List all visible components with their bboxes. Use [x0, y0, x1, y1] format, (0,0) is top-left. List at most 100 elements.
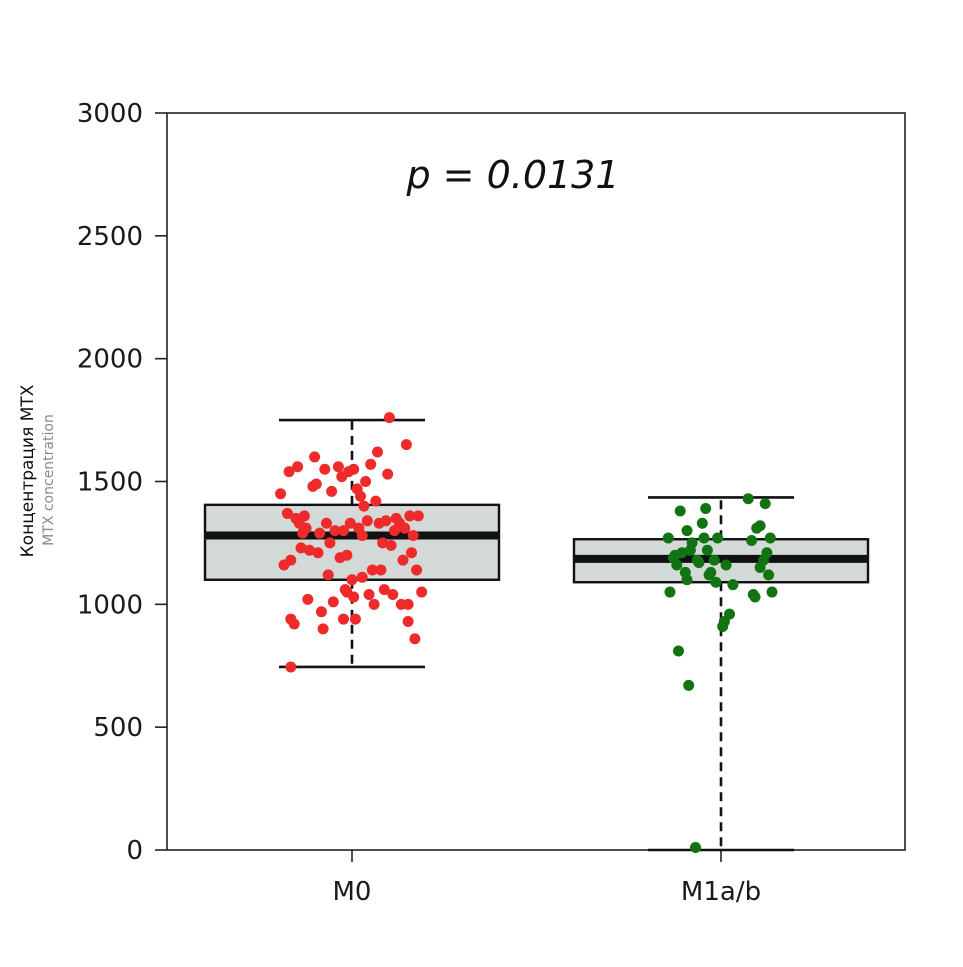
- data-point: [377, 537, 389, 549]
- data-point: [416, 586, 428, 598]
- data-point: [365, 458, 377, 470]
- x-tick-label: M0: [333, 877, 372, 907]
- data-point: [327, 596, 339, 608]
- data-point: [720, 559, 732, 571]
- y-tick-label: 2000: [77, 345, 143, 375]
- data-point: [759, 498, 771, 510]
- data-point: [673, 645, 684, 657]
- y-tick-label: 0: [126, 836, 143, 866]
- data-point: [727, 579, 739, 591]
- data-point: [380, 515, 392, 527]
- p-value-annotation: p = 0.0131: [405, 153, 619, 197]
- data-point: [690, 842, 701, 854]
- y-tick-label: 2500: [77, 222, 143, 252]
- data-point: [358, 500, 370, 512]
- data-point: [304, 544, 315, 556]
- data-point: [329, 525, 341, 537]
- data-point: [310, 478, 322, 490]
- data-point: [712, 532, 724, 544]
- data-point: [375, 564, 387, 576]
- data-point: [295, 542, 307, 554]
- box-layer: [203, 418, 870, 852]
- data-point: [399, 522, 411, 534]
- data-point: [317, 623, 329, 635]
- y-axis-label-secondary: MTX concentration: [41, 414, 57, 546]
- data-point: [319, 463, 331, 475]
- data-point: [764, 532, 776, 544]
- data-point: [724, 608, 735, 620]
- data-point: [370, 495, 382, 507]
- data-point: [309, 451, 321, 463]
- data-point: [662, 532, 674, 544]
- data-point: [385, 539, 397, 551]
- data-point: [341, 549, 353, 561]
- y-tick-label: 1000: [77, 590, 143, 620]
- data-point: [283, 466, 295, 478]
- plot-frame: [166, 112, 906, 851]
- data-point: [674, 505, 686, 517]
- data-point: [302, 593, 314, 605]
- data-point: [338, 613, 349, 625]
- data-point: [693, 557, 705, 569]
- data-point: [404, 510, 416, 522]
- data-point: [400, 439, 412, 451]
- data-point: [686, 537, 698, 549]
- data-point: [409, 633, 421, 645]
- data-point: [700, 503, 712, 515]
- data-point: [402, 616, 414, 628]
- data-point: [366, 564, 378, 576]
- data-point: [360, 476, 372, 487]
- data-point: [383, 412, 395, 424]
- data-point: [372, 446, 383, 458]
- iqr-box: [203, 503, 501, 581]
- data-point: [322, 569, 334, 581]
- y-tick-label: 1500: [77, 468, 143, 498]
- data-point: [363, 589, 375, 601]
- data-point: [361, 515, 373, 527]
- data-point: [285, 554, 297, 566]
- data-point: [766, 586, 778, 598]
- data-point: [378, 584, 390, 596]
- data-point: [356, 571, 368, 583]
- data-point: [348, 591, 360, 603]
- data-point: [681, 525, 693, 537]
- point-layer: [275, 412, 778, 854]
- data-point: [281, 507, 293, 519]
- x-tick-label: M1a/b: [681, 877, 761, 907]
- data-point: [356, 530, 368, 542]
- data-point: [754, 520, 766, 532]
- data-point: [763, 569, 775, 581]
- data-point: [344, 517, 356, 529]
- box-m0: [203, 418, 501, 669]
- data-point: [412, 510, 424, 522]
- x-axis: M0 M1a/b: [333, 850, 761, 907]
- y-axis: 0 500 1000 1500 2000 2500 3000: [77, 99, 167, 866]
- data-point: [746, 534, 758, 546]
- data-point: [288, 618, 300, 630]
- data-point: [671, 559, 683, 571]
- data-point: [315, 606, 327, 618]
- data-point: [698, 532, 710, 544]
- data-point: [411, 564, 423, 576]
- data-point: [705, 566, 717, 578]
- y-axis-label: Концентрация МТХ: [18, 384, 38, 557]
- data-point: [285, 661, 297, 673]
- data-point: [382, 468, 394, 480]
- data-point: [749, 591, 761, 603]
- data-point: [387, 589, 399, 601]
- data-point: [292, 461, 304, 473]
- data-point: [664, 586, 676, 598]
- data-point: [397, 554, 409, 566]
- data-point: [708, 554, 720, 566]
- box-m1ab: [572, 496, 870, 852]
- data-point: [681, 574, 693, 586]
- y-tick-label: 3000: [77, 99, 143, 129]
- data-point: [300, 522, 312, 534]
- data-point: [275, 488, 287, 500]
- data-point: [761, 547, 773, 559]
- data-point: [298, 510, 310, 522]
- data-point: [683, 679, 695, 691]
- y-tick-label: 500: [93, 713, 143, 743]
- data-point: [349, 613, 361, 625]
